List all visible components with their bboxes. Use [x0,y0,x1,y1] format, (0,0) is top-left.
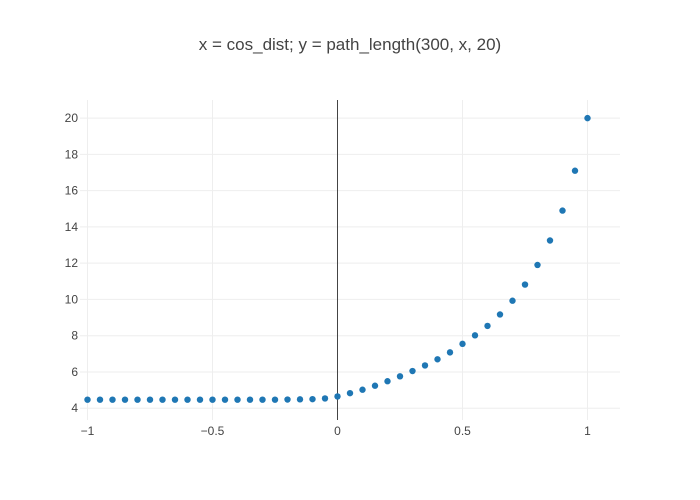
data-point [134,396,141,403]
data-point [434,356,441,363]
data-point [409,367,416,375]
y-tick-label: 10 [65,292,79,306]
data-point [384,378,391,385]
data-point [321,395,329,402]
x-tick-label: 0 [334,424,341,438]
data-point [171,396,179,403]
data-point [459,340,466,348]
y-axis-tick-labels: 4 6 8 10 12 14 16 18 20 [65,111,79,415]
grid-lines [80,100,620,420]
data-point [396,373,404,380]
data-points [84,114,591,403]
data-point [584,114,591,122]
data-point [246,396,254,403]
data-point [559,207,566,214]
y-tick-label: 8 [71,329,78,343]
data-point [496,311,504,318]
y-tick-label: 18 [65,147,79,161]
data-point [109,396,116,403]
data-point [259,396,266,403]
data-point [546,237,554,244]
data-point [121,396,129,403]
data-point [296,396,304,403]
data-point [159,396,166,403]
x-tick-label: 0.5 [454,424,471,438]
y-tick-label: 12 [65,256,79,270]
data-point [346,389,354,397]
data-point [484,322,491,330]
data-point [271,396,279,403]
data-point [509,297,516,304]
x-tick-label: 1 [584,424,591,438]
data-point [84,396,91,403]
x-tick-label: −1 [81,424,95,438]
data-point [571,167,579,174]
data-point [284,396,291,403]
x-axis-tick-labels: −1 −0.5 0 0.5 1 [81,424,592,438]
data-point [421,362,429,369]
data-point [96,396,104,403]
data-point [334,393,341,400]
y-tick-label: 6 [71,365,78,379]
data-point [221,396,229,403]
data-point [209,396,216,403]
y-tick-label: 20 [65,111,79,125]
data-point [196,396,204,403]
data-point [371,382,379,389]
data-point [309,395,316,403]
data-point [471,332,479,339]
y-tick-label: 14 [65,220,79,234]
x-tick-label: −0.5 [201,424,225,438]
data-point [521,281,529,288]
data-point [184,396,191,403]
data-point [359,386,366,393]
data-point [446,349,454,356]
y-tick-label: 16 [65,184,79,198]
data-point [234,396,241,403]
data-point [534,261,541,269]
chart-title: x = cos_dist; y = path_length(300, x, 20… [199,35,501,54]
y-tick-label: 4 [71,401,78,415]
data-point [146,396,154,403]
